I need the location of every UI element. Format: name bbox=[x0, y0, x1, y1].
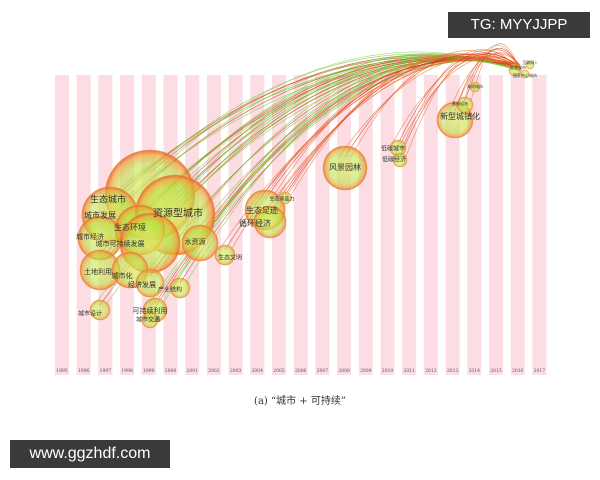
node-label: 智慧城市 bbox=[510, 64, 526, 70]
node bbox=[89, 299, 111, 321]
watermark: TG: MYYJJPP bbox=[448, 12, 590, 38]
node-label: 低碳城市 bbox=[381, 145, 405, 153]
citation-arc bbox=[284, 55, 521, 196]
year-label: 2009 bbox=[360, 368, 372, 374]
citation-arc bbox=[393, 56, 521, 157]
year-label: 2008 bbox=[338, 368, 350, 374]
year-label: 2015 bbox=[490, 368, 502, 374]
node-label: 风景园林 bbox=[329, 162, 361, 172]
node bbox=[141, 311, 159, 329]
node-label: 水资源 bbox=[185, 237, 206, 246]
node-label: 城市化 bbox=[112, 271, 133, 280]
year-stripe bbox=[445, 75, 460, 375]
node bbox=[525, 60, 535, 70]
node-label: 可持续利用 bbox=[133, 306, 168, 315]
node-label: 生态城市 bbox=[90, 194, 126, 206]
year-label: 2002 bbox=[208, 368, 220, 374]
citation-arc bbox=[275, 54, 521, 215]
site-watermark: www.ggzhdf.com bbox=[10, 440, 170, 468]
year-stripe bbox=[358, 75, 373, 375]
year-label: 2006 bbox=[295, 368, 307, 374]
node-label: 生态承载力 bbox=[269, 196, 294, 203]
node bbox=[392, 152, 408, 168]
year-label: 2003 bbox=[230, 368, 242, 374]
node-label: 循环经济 bbox=[239, 218, 271, 228]
node-label: 互联网+ bbox=[522, 59, 537, 65]
node bbox=[214, 244, 236, 266]
citation-arc bbox=[454, 49, 521, 112]
node bbox=[253, 205, 287, 239]
node bbox=[181, 224, 219, 262]
year-label: 2010 bbox=[382, 368, 394, 374]
node-label: 城市经济 bbox=[76, 232, 104, 241]
node-label: 资源型城市 bbox=[153, 207, 203, 220]
node-label: 城市设计 bbox=[78, 310, 102, 318]
year-stripe bbox=[293, 75, 308, 375]
citation-arc bbox=[344, 53, 521, 158]
node bbox=[508, 63, 522, 77]
year-label: 1997 bbox=[100, 368, 112, 374]
node-label: 城市可持续发展 bbox=[96, 239, 145, 248]
citation-arc bbox=[290, 53, 521, 196]
year-stripe bbox=[489, 75, 503, 375]
year-label: 2007 bbox=[317, 368, 329, 374]
year-label: 2017 bbox=[534, 368, 546, 374]
year-stripe bbox=[467, 75, 482, 375]
node-label: 海绵城市 bbox=[467, 83, 483, 89]
year-label: 2014 bbox=[469, 368, 481, 374]
citation-arc bbox=[470, 43, 521, 102]
node-label: 国家中心城市 bbox=[513, 72, 537, 78]
year-label: 1996 bbox=[78, 368, 90, 374]
year-label: 2016 bbox=[512, 368, 524, 374]
node-label: 土地利用 bbox=[84, 267, 112, 276]
node-label: 低碳经济 bbox=[382, 156, 406, 164]
year-label: 2011 bbox=[403, 368, 415, 374]
year-stripe bbox=[510, 75, 525, 375]
caption: (a) “城市 + 可持续” bbox=[254, 394, 346, 407]
citation-arc bbox=[399, 53, 521, 157]
node-label: 生态文明 bbox=[218, 254, 242, 262]
year-label: 2012 bbox=[425, 368, 437, 374]
citation-arc bbox=[458, 52, 521, 102]
year-label: 2004 bbox=[252, 368, 264, 374]
citation-arc bbox=[278, 57, 521, 196]
citation-arc bbox=[350, 50, 521, 158]
node bbox=[169, 277, 191, 299]
year-stripe bbox=[55, 75, 69, 375]
year-stripe bbox=[423, 75, 438, 375]
node bbox=[278, 191, 292, 205]
citation-arc bbox=[405, 50, 521, 157]
year-label: 2000 bbox=[165, 368, 177, 374]
year-stripe bbox=[532, 75, 547, 375]
node bbox=[469, 81, 481, 93]
year-stripe bbox=[228, 75, 243, 375]
node-label: 城市发展 bbox=[84, 210, 116, 220]
node-label: 生态足迹 bbox=[246, 205, 278, 215]
node-label: 生态环境 bbox=[114, 222, 146, 232]
node bbox=[322, 145, 368, 191]
year-label: 1999 bbox=[143, 368, 155, 374]
node bbox=[456, 96, 474, 114]
year-stripe bbox=[380, 75, 395, 375]
node bbox=[520, 69, 530, 79]
node-label: 基础设施 bbox=[452, 100, 468, 106]
year-stripe bbox=[315, 75, 330, 375]
year-label: 1998 bbox=[121, 368, 133, 374]
node-label: 经济发展 bbox=[128, 280, 156, 289]
citation-arc bbox=[338, 56, 521, 158]
year-label: 2005 bbox=[273, 368, 285, 374]
node bbox=[135, 268, 165, 298]
year-label: 1995 bbox=[56, 368, 68, 374]
node-label: 产业结构 bbox=[158, 286, 182, 294]
node-label: 新型城镇化 bbox=[440, 111, 480, 121]
year-label: 2001 bbox=[186, 368, 198, 374]
node-label: 城市交通 bbox=[136, 316, 160, 324]
year-label: 2013 bbox=[447, 368, 459, 374]
